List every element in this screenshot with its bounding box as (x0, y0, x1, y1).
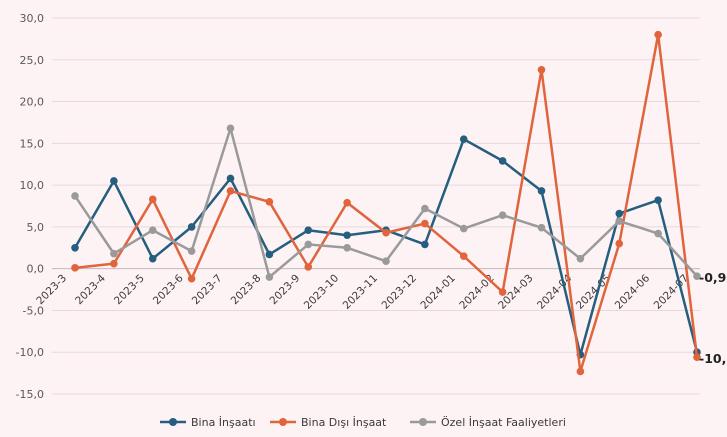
data-point (537, 223, 546, 232)
data-label: -10,6 (699, 351, 727, 366)
x-tick-label: 2024-06 (613, 272, 653, 312)
data-point (459, 135, 468, 143)
data-point (187, 274, 196, 283)
y-tick-label: 0,0 (27, 263, 45, 276)
data-labels: -0,9 -10,6 (699, 270, 727, 366)
legend-item: Özel İnşaat Faaliyetleri (410, 416, 566, 429)
data-point (537, 66, 546, 74)
legend-item: Bina İnşaatı (160, 416, 256, 429)
series-line (74, 33, 699, 373)
data-point (71, 192, 79, 200)
data-point (693, 272, 701, 280)
data-point (343, 243, 351, 252)
x-tick-label: 2023-11 (341, 272, 381, 312)
y-tick-label: 5,0 (27, 221, 45, 234)
data-point (693, 353, 701, 362)
data-point (654, 30, 662, 39)
legend-label: Bina Dışı İnşaat (301, 416, 387, 429)
y-axis: -15,0 -10,0 -5,0 0,0 5,0 10,0 15,0 20,0 25,0 30,0 (16, 12, 44, 401)
data-point (576, 367, 585, 376)
x-tick-label: 2023-6 (151, 272, 186, 307)
data-point (615, 217, 624, 225)
legend-item: Bina Dışı İnşaat (270, 416, 387, 429)
y-tick-label: 25,0 (20, 54, 45, 67)
data-point (71, 264, 79, 272)
y-tick-label: 20,0 (20, 96, 45, 109)
series-line (73, 137, 699, 356)
series-line (73, 127, 698, 279)
x-tick-label: 2023-10 (302, 272, 342, 312)
data-point (110, 177, 118, 185)
x-tick-label: 2024-02 (457, 272, 497, 312)
data-point (265, 250, 274, 259)
data-point (498, 157, 507, 165)
data-point (615, 209, 624, 218)
data-point (498, 288, 507, 296)
data-point (654, 196, 662, 204)
legend: Bina İnşaatı Bina Dışı İnşaat Özel İnşaat … (160, 416, 566, 429)
legend-swatch-marker (169, 418, 177, 426)
x-tick-label: 2023-3 (34, 272, 69, 307)
legend-label: Bina İnşaatı (191, 416, 256, 429)
data-point (304, 226, 313, 235)
data-point (421, 240, 429, 249)
data-point (459, 252, 468, 260)
series-lines (71, 30, 701, 376)
data-point (110, 249, 118, 258)
data-point (265, 198, 274, 206)
data-point (187, 247, 196, 255)
y-tick-label: 10,0 (20, 179, 45, 192)
x-tick-label: 2023-4 (73, 272, 108, 307)
data-point (71, 243, 79, 252)
data-point (459, 224, 468, 233)
y-tick-label: -5,0 (23, 304, 44, 317)
data-point (343, 198, 351, 207)
data-label: -0,9 (699, 270, 726, 285)
data-point (148, 226, 157, 235)
x-tick-label: 2023-5 (112, 272, 147, 307)
y-tick-label: 30,0 (20, 12, 45, 25)
x-tick-label: 2023-8 (229, 272, 264, 307)
data-point (537, 187, 546, 195)
data-point (226, 124, 235, 133)
data-point (226, 187, 235, 195)
x-tick-label: 2024-01 (418, 272, 458, 312)
data-point (343, 231, 351, 240)
y-tick-label: -15,0 (16, 388, 44, 401)
legend-swatch-marker (279, 418, 287, 426)
data-point (421, 204, 429, 213)
data-point (576, 254, 585, 263)
data-point (148, 195, 157, 204)
y-tick-label: -10,0 (16, 346, 44, 359)
data-point (265, 273, 274, 281)
data-point (304, 240, 313, 249)
data-point (226, 174, 235, 183)
data-point (304, 263, 313, 271)
data-point (615, 239, 624, 248)
data-point (498, 211, 507, 219)
data-point (382, 228, 390, 237)
data-point (110, 259, 118, 268)
data-point (148, 254, 157, 263)
data-point (421, 219, 429, 228)
legend-label: Özel İnşaat Faaliyetleri (441, 416, 566, 429)
legend-swatch-marker (419, 418, 427, 426)
data-point (654, 229, 662, 238)
data-point (382, 257, 390, 265)
x-tick-label: 2023-12 (379, 272, 419, 312)
data-point (187, 223, 196, 231)
y-tick-label: 15,0 (20, 137, 45, 150)
